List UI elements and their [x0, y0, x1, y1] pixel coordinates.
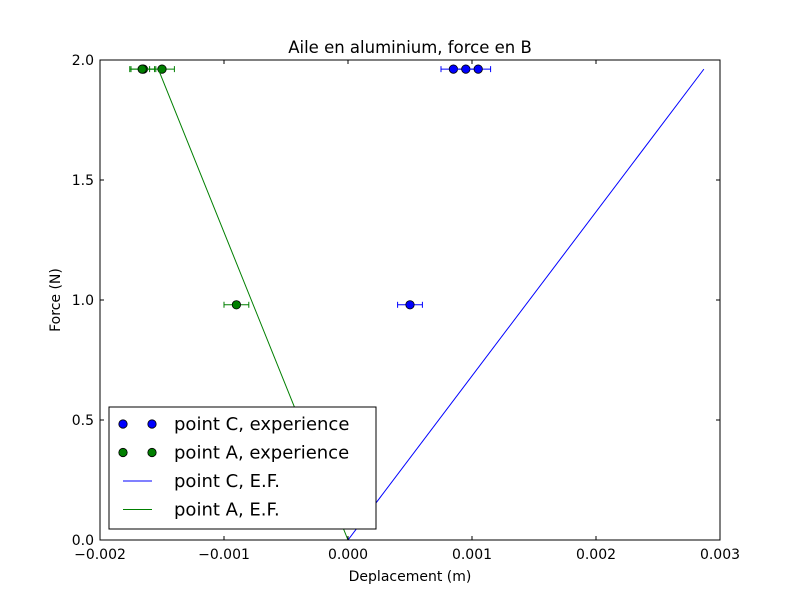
x-tick-label: 0.003 [700, 547, 740, 563]
legend-label: point C, experience [174, 414, 349, 435]
x-tick-label: 0.000 [328, 547, 368, 563]
x-tick-label: 0.002 [576, 547, 616, 563]
data-point [405, 300, 415, 310]
legend-marker-swatch [118, 419, 128, 429]
legend-label: point A, E.F. [174, 500, 280, 521]
data-point [157, 64, 167, 74]
chart-title: Aile en aluminium, force en B [288, 38, 532, 57]
legend-marker-swatch [147, 419, 157, 429]
x-tick-label: −0.002 [74, 547, 126, 563]
x-axis-label: Deplacement (m) [349, 569, 472, 585]
data-point [473, 64, 483, 74]
legend-label: point A, experience [174, 443, 349, 464]
series-line [347, 68, 705, 540]
y-axis-label: Force (N) [48, 268, 64, 332]
y-tick-label: 0.0 [72, 533, 94, 549]
y-tick-label: 1.5 [72, 173, 94, 189]
y-tick-label: 0.5 [72, 413, 94, 429]
y-tick-label: 2.0 [72, 53, 94, 69]
legend-marker-swatch [147, 447, 157, 458]
series-2 [347, 68, 705, 540]
data-point [231, 300, 241, 310]
series-1 [129, 64, 250, 310]
legend: point C, experience point A, experience po… [108, 406, 377, 530]
x-tick-label: 0.001 [452, 547, 492, 563]
series-0 [397, 64, 492, 310]
x-tick-label: −0.001 [198, 547, 250, 563]
y-tick-label: 1.0 [72, 293, 94, 309]
legend-marker-swatch [118, 447, 128, 458]
legend-label: point C, E.F. [174, 471, 280, 492]
data-point [137, 64, 147, 74]
